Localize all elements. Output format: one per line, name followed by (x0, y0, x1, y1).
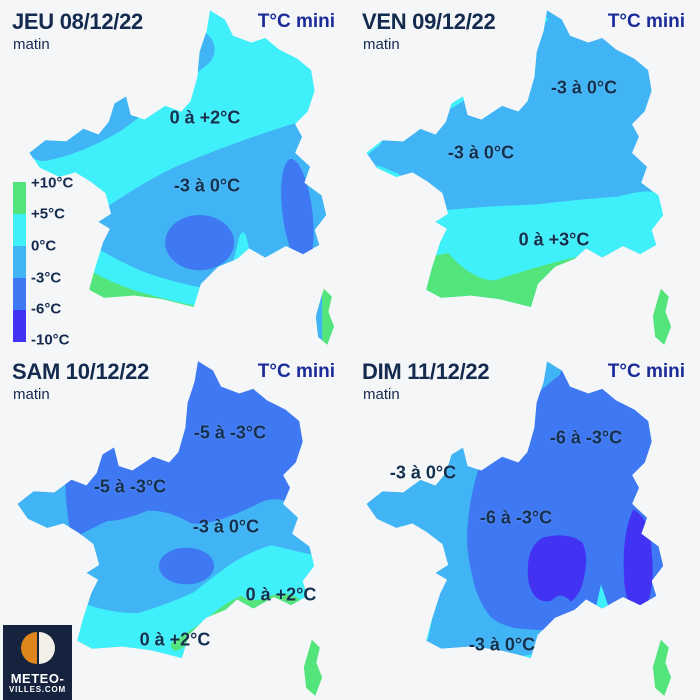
legend-color-bar (13, 182, 26, 342)
coast-sliver (526, 361, 543, 373)
panel-title: JEU 08/12/22 (12, 9, 143, 34)
region-east-minus3to-6 (281, 159, 314, 267)
region-alps-minus6to-10 (623, 509, 653, 619)
legend-label: -6°C (31, 300, 62, 318)
region-center-minus3to0 (84, 113, 327, 298)
temp-range-label: -3 à 0°C (389, 462, 457, 483)
panel-subtitle: matin (13, 386, 50, 403)
panel-sam: SAM 10/12/22 matin T°C mini -5 à -3°C -5 … (0, 350, 350, 700)
legend-label: -3°C (31, 269, 62, 287)
region-alsace-minus6to-10 (648, 460, 664, 488)
panel-jeu: JEU 08/12/22 matin T°C mini 0 à +2°C -3 à… (0, 0, 350, 350)
panel-subtitle: matin (363, 36, 400, 53)
temp-range-label: -3 à 0°C (192, 516, 260, 537)
legend-label: -10°C (31, 331, 70, 349)
legend-label: +10°C (31, 174, 74, 192)
temperature-legend: +10°C +5°C 0°C -3°C -6°C -10°C (0, 175, 110, 355)
legend-swatch-green (13, 182, 26, 214)
corsica (652, 639, 672, 696)
coast-sliver (186, 362, 196, 380)
unit-label: T°C mini (607, 11, 685, 32)
panel-subtitle: matin (13, 36, 50, 53)
temp-range-label: 0 à +2°C (139, 629, 211, 650)
unit-label: T°C mini (257, 11, 335, 32)
temp-range-label: -6 à -3°C (549, 427, 623, 448)
legend-swatch-lightblue (13, 246, 26, 278)
temp-range-label: -3 à 0°C (173, 175, 241, 196)
region-massif-minus6to-10 (527, 535, 587, 602)
logo-circle-icon (20, 632, 55, 664)
temp-range-label: -6 à -3°C (479, 507, 553, 528)
temp-range-label: -3 à 0°C (468, 634, 536, 655)
coast-sliver (375, 165, 400, 179)
legend-label: +5°C (31, 205, 65, 223)
meteo-villes-logo: METEO- VILLES.COM (3, 625, 72, 700)
france-map-dim (366, 361, 672, 696)
panel-title: SAM 10/12/22 (12, 359, 150, 384)
logo-text-line2: VILLES.COM (9, 685, 66, 694)
temp-range-label: -3 à 0°C (447, 142, 515, 163)
legend-swatch-mediumblue (13, 278, 26, 310)
region-pocket-minus3to-6 (165, 215, 235, 271)
temp-range-label: 0 à +2°C (245, 584, 317, 605)
temp-range-label: 0 à +3°C (518, 229, 590, 250)
logo-text-line1: METEO- (10, 671, 65, 686)
corsica (652, 288, 672, 345)
panel-ven: VEN 09/12/22 matin T°C mini -3 à 0°C -3 à… (350, 0, 700, 350)
corsica-west-strip (315, 288, 323, 345)
france-map-sam (17, 361, 323, 696)
temp-range-label: -3 à 0°C (550, 77, 618, 98)
legend-swatch-indigo (13, 310, 26, 342)
temp-range-label: 0 à +2°C (169, 107, 241, 128)
temp-range-label: -5 à -3°C (93, 476, 167, 497)
france-map-ven (366, 10, 672, 345)
unit-label: T°C mini (257, 361, 335, 382)
coast-sliver (449, 95, 467, 109)
legend-swatch-cyan (13, 214, 26, 246)
region-main-minus6to-3 (467, 361, 664, 633)
panel-title: DIM 11/12/22 (362, 359, 490, 384)
panel-dim: DIM 11/12/22 matin T°C mini -6 à -3°C -3 … (350, 350, 700, 700)
france-map-jeu (29, 10, 335, 345)
legend-label: 0°C (31, 237, 57, 255)
unit-label: T°C mini (607, 361, 685, 382)
corsica (303, 639, 323, 696)
panel-title: VEN 09/12/22 (362, 9, 496, 34)
temp-range-label: -5 à -3°C (193, 422, 267, 443)
region-pocket-minus5to-3 (158, 547, 215, 585)
panel-subtitle: matin (363, 386, 400, 403)
